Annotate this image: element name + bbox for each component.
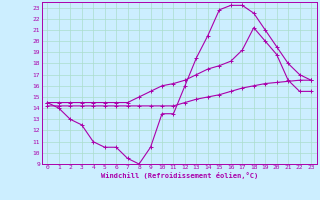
X-axis label: Windchill (Refroidissement éolien,°C): Windchill (Refroidissement éolien,°C) bbox=[100, 172, 258, 179]
